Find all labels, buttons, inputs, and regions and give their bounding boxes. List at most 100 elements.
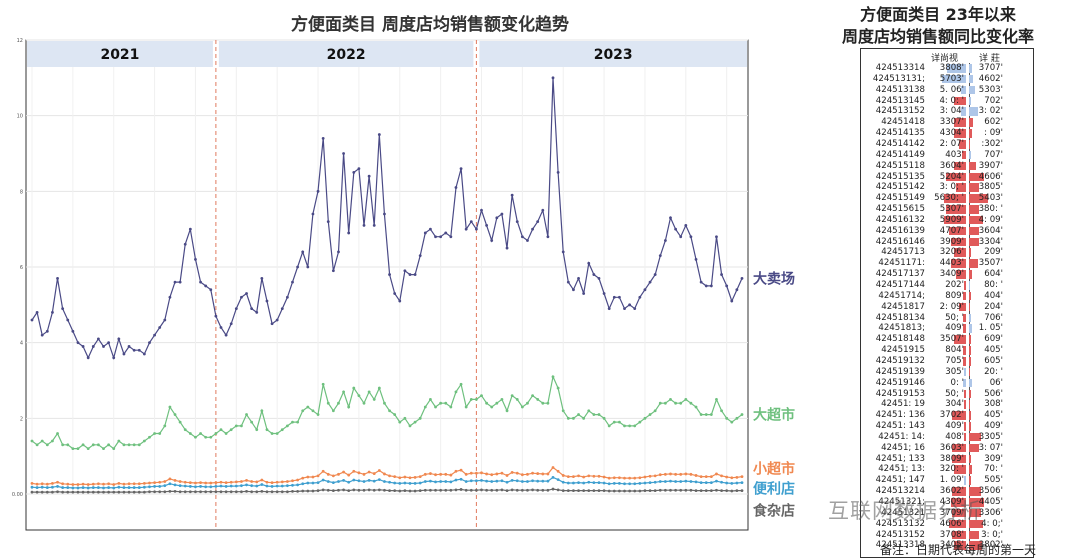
data-point	[81, 490, 85, 494]
yoy-value: 3603'	[939, 442, 964, 453]
data-point	[638, 295, 642, 299]
data-point	[474, 471, 478, 475]
data-point	[679, 488, 683, 492]
data-point	[61, 307, 65, 311]
table-row: 424518134 50; ' 706'	[861, 313, 1033, 324]
row-code: 42451321	[881, 507, 925, 518]
data-point	[418, 416, 422, 420]
yoy-cell-col1: 50; '	[930, 313, 966, 323]
y-tick-label: 2	[20, 416, 23, 422]
yoy-cell-col1: 5909'	[930, 215, 966, 225]
yoy-cell-col2: 4: 09'	[969, 215, 1003, 225]
data-point	[337, 488, 340, 492]
data-point	[204, 284, 208, 288]
data-point	[459, 477, 463, 481]
data-point	[474, 398, 478, 401]
table-row: 42451; 147 1. 09' 505'	[861, 475, 1033, 486]
data-point	[194, 481, 197, 485]
data-point	[66, 490, 70, 494]
data-point	[214, 432, 218, 435]
yoy-bar	[969, 161, 976, 171]
data-point	[362, 480, 366, 483]
data-point	[209, 485, 213, 489]
data-point	[183, 484, 187, 488]
data-point	[561, 250, 565, 254]
data-point	[173, 413, 177, 416]
data-point	[658, 488, 662, 492]
data-point	[214, 314, 218, 318]
yoy-cell-col1: 4707'	[930, 226, 966, 236]
yoy-value: 404'	[984, 290, 1003, 301]
yoy-table: 详尚视 详 莊 424513314 3808' 3707' 424513131; 570…	[860, 48, 1034, 558]
data-point	[725, 475, 729, 479]
yoy-cell-col2: 706'	[969, 313, 1003, 323]
table-row: 42451713 3206' 209'	[861, 247, 1033, 258]
yoy-cell-col2: 3507'	[969, 258, 1003, 268]
data-point	[566, 481, 570, 485]
data-point	[572, 475, 575, 478]
data-point	[536, 488, 540, 492]
data-point	[71, 490, 75, 494]
data-point	[168, 295, 172, 299]
yoy-bar	[969, 107, 978, 116]
data-point	[623, 424, 626, 428]
data-point	[500, 471, 504, 475]
data-point	[592, 273, 596, 276]
yoy-value: 0: '	[950, 377, 964, 388]
data-point	[71, 483, 75, 486]
yoy-cell-col1: 4: 0: '	[930, 96, 966, 106]
data-point	[337, 401, 340, 405]
right-title-line1: 方便面类目 23年以来	[860, 5, 1016, 24]
row-code: 424513152	[875, 106, 925, 117]
data-point	[592, 481, 596, 485]
table-row: 424513318 3405' 3802'	[861, 540, 1033, 551]
data-point	[40, 482, 44, 486]
yoy-bar	[954, 118, 966, 127]
data-point	[720, 480, 723, 484]
data-point	[439, 480, 443, 483]
yoy-bar	[969, 248, 971, 258]
data-point	[183, 428, 187, 432]
data-point	[291, 280, 294, 284]
data-point	[663, 401, 667, 405]
data-point	[326, 220, 330, 224]
data-point	[219, 484, 223, 488]
yoy-value: 20: '	[984, 366, 1003, 377]
data-point	[250, 484, 254, 488]
yoy-value: 3405'	[939, 540, 964, 551]
data-point	[188, 227, 192, 231]
data-point	[285, 424, 289, 428]
row-code: 42451418	[881, 117, 925, 128]
yoy-bar	[969, 237, 979, 247]
data-point	[725, 416, 729, 420]
data-point	[301, 476, 305, 480]
data-point	[250, 420, 254, 424]
data-point	[240, 484, 243, 488]
data-point	[127, 490, 131, 494]
data-point	[469, 471, 473, 475]
data-point	[551, 76, 555, 80]
yoy-bar	[962, 346, 966, 355]
data-point	[178, 490, 182, 494]
data-point	[51, 439, 54, 443]
table-row: 42451: 136 3702' 405'	[861, 410, 1033, 421]
data-point	[301, 250, 305, 254]
data-point	[464, 480, 468, 483]
data-point	[531, 488, 534, 492]
yoy-value: 609'	[984, 334, 1003, 345]
data-point	[321, 488, 325, 492]
yoy-cell-col1: 4403'	[930, 258, 966, 268]
data-point	[699, 489, 703, 492]
table-row: 424513214 3602' 3506'	[861, 486, 1033, 497]
data-point	[229, 322, 233, 326]
data-point	[505, 489, 509, 492]
data-point	[240, 490, 243, 494]
yoy-bar	[969, 519, 983, 529]
data-point	[132, 348, 136, 352]
left-chart-title: 方便面类目 周度店均销售额变化趋势	[291, 15, 569, 35]
data-point	[40, 439, 44, 443]
data-point	[337, 250, 340, 254]
yoy-value: 4304'	[939, 128, 964, 139]
data-point	[490, 405, 494, 409]
data-point	[214, 485, 218, 488]
